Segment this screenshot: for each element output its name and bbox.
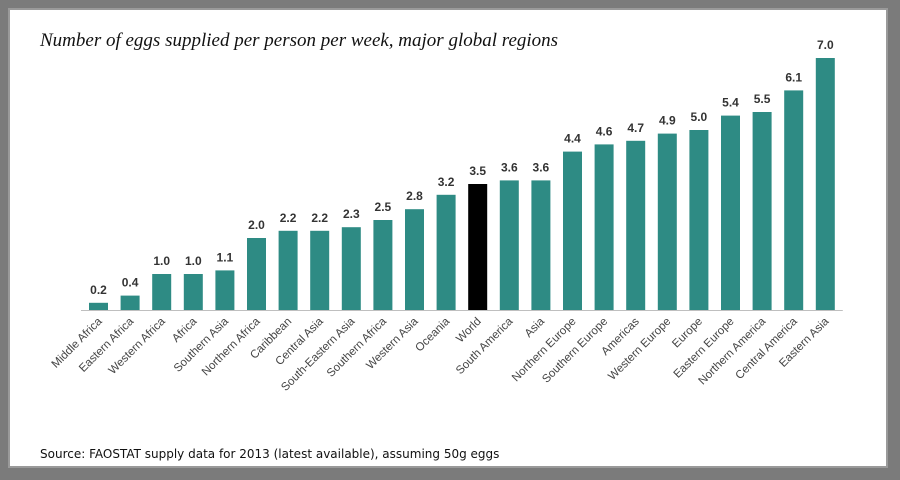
category-label: Western Africa bbox=[107, 315, 169, 377]
bar bbox=[89, 302, 108, 310]
data-label: 4.7 bbox=[627, 121, 644, 135]
bar bbox=[784, 90, 804, 311]
data-label: 2.2 bbox=[280, 211, 297, 225]
data-label: 3.2 bbox=[438, 175, 455, 189]
bar bbox=[752, 112, 772, 310]
bar bbox=[468, 184, 488, 310]
data-label: 3.6 bbox=[501, 160, 518, 174]
data-label: 6.1 bbox=[785, 70, 802, 84]
bar bbox=[721, 115, 740, 310]
bar bbox=[247, 238, 266, 310]
data-label: 5.0 bbox=[691, 110, 708, 124]
bar bbox=[689, 130, 709, 310]
data-label: 2.5 bbox=[375, 200, 392, 214]
bar bbox=[436, 194, 456, 310]
bar bbox=[215, 270, 235, 310]
data-label: 1.0 bbox=[153, 254, 170, 268]
bar bbox=[341, 227, 361, 310]
bar bbox=[183, 274, 203, 310]
data-label: 2.2 bbox=[311, 211, 328, 225]
data-label: 0.2 bbox=[90, 283, 107, 297]
category-label: Eastern Africa bbox=[77, 315, 137, 375]
bar bbox=[310, 230, 330, 310]
data-label: 3.6 bbox=[533, 160, 550, 174]
bar bbox=[152, 274, 172, 310]
data-label: 1.1 bbox=[217, 250, 234, 264]
data-label: 0.4 bbox=[122, 276, 139, 290]
category-label: Asia bbox=[523, 315, 548, 340]
bar bbox=[373, 220, 393, 310]
category-label: Oceania bbox=[413, 315, 452, 354]
source-note: Source: FAOSTAT supply data for 2013 (la… bbox=[40, 447, 500, 461]
chart-title: Number of eggs supplied per person per w… bbox=[40, 30, 559, 51]
data-label: 7.0 bbox=[817, 38, 834, 52]
data-label: 2.8 bbox=[406, 189, 423, 203]
data-label: 1.0 bbox=[185, 254, 202, 268]
category-label: World bbox=[454, 316, 484, 346]
category-label: Africa bbox=[170, 315, 200, 345]
bar bbox=[531, 180, 551, 310]
category-label: South America bbox=[454, 315, 516, 377]
data-label: 4.9 bbox=[659, 114, 676, 128]
data-label: 2.3 bbox=[343, 207, 360, 221]
category-label: Southern Asia bbox=[172, 315, 232, 375]
bar bbox=[120, 295, 140, 310]
bar bbox=[278, 230, 298, 310]
bar bbox=[815, 58, 835, 310]
data-label: 4.4 bbox=[564, 132, 581, 146]
bar bbox=[657, 133, 677, 310]
bar bbox=[405, 209, 424, 310]
bar bbox=[594, 144, 614, 310]
data-label: 3.5 bbox=[469, 164, 486, 178]
bar bbox=[499, 180, 519, 310]
data-label: 2.0 bbox=[248, 218, 265, 232]
bar bbox=[563, 151, 582, 310]
bar bbox=[626, 140, 646, 310]
data-label: 4.6 bbox=[596, 124, 613, 138]
data-label: 5.4 bbox=[722, 96, 739, 110]
data-label: 5.5 bbox=[754, 92, 771, 106]
